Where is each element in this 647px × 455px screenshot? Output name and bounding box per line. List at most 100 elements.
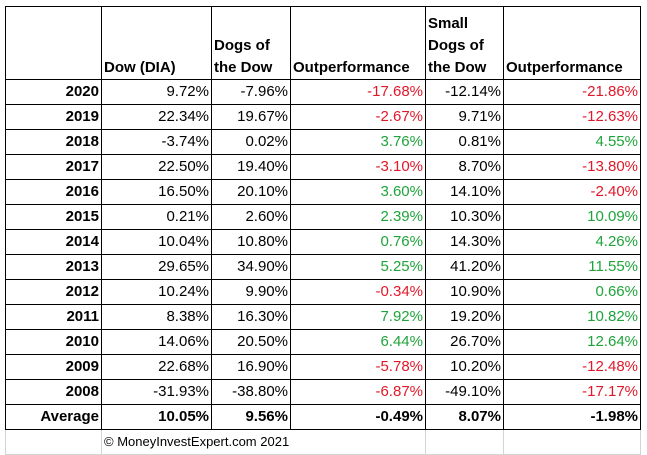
dogs-return-cell: 2.60% — [211, 204, 291, 230]
table-row: 2012 10.24% 9.90% -0.34% 10.90% 0.66% — [5, 279, 641, 305]
average-label: Average — [5, 404, 102, 430]
dogs-header: Dogs of the Dow — [211, 6, 291, 80]
dogs-return-cell: 16.30% — [211, 304, 291, 330]
table-row: 2008 -31.93% -38.80% -6.87% -49.10% -17.17% — [5, 379, 641, 405]
header-line: Dogs of — [214, 37, 270, 54]
dogs-return-cell: 20.10% — [211, 179, 291, 205]
small-dogs-header: Small Dogs of the Dow — [425, 6, 504, 80]
spreadsheet: Dow (DIA) Dogs of the Dow Outperformance Sma… — [5, 6, 641, 455]
outperformance-cell: 5.25% — [290, 254, 426, 280]
small-outperformance-cell: -12.48% — [503, 354, 641, 380]
small-outperformance-cell: -17.17% — [503, 379, 641, 405]
year-cell: 2019 — [5, 104, 102, 130]
table-row: 2016 16.50% 20.10% 3.60% 14.10% -2.40% — [5, 179, 641, 205]
dow-return-cell: 9.72% — [101, 79, 212, 105]
dogs-return-cell: 0.02% — [211, 129, 291, 155]
year-cell: 2016 — [5, 179, 102, 205]
header-line: the Dow — [214, 59, 273, 76]
outperformance-header: Outperformance — [290, 6, 426, 80]
small-outperformance-cell: 10.82% — [503, 304, 641, 330]
small-outperformance-cell: -12.63% — [503, 104, 641, 130]
small-dogs-return-cell: 10.30% — [425, 204, 504, 230]
year-col-header — [5, 6, 102, 80]
small-outperformance-cell: -21.86% — [503, 79, 641, 105]
year-cell: 2008 — [5, 379, 102, 405]
outperformance-cell: -2.67% — [290, 104, 426, 130]
dogs-return-cell: -7.96% — [211, 79, 291, 105]
header-line: the Dow — [428, 59, 487, 76]
dogs-return-cell: 34.90% — [211, 254, 291, 280]
year-cell: 2013 — [5, 254, 102, 280]
header-line: Dow (DIA) — [104, 59, 176, 76]
small-dogs-return-cell: 14.10% — [425, 179, 504, 205]
table-row: 2015 0.21% 2.60% 2.39% 10.30% 10.09% — [5, 204, 641, 230]
average-row: Average 10.05% 9.56% -0.49% 8.07% -1.98% — [5, 404, 641, 430]
outperformance-cell: 6.44% — [290, 329, 426, 355]
small-dogs-return-cell: 19.20% — [425, 304, 504, 330]
year-cell: 2015 — [5, 204, 102, 230]
dogs-return-cell: 10.80% — [211, 229, 291, 255]
dogs-return-cell: 20.50% — [211, 329, 291, 355]
table-row: 2014 10.04% 10.80% 0.76% 14.30% 4.26% — [5, 229, 641, 255]
average-small-dogs: 8.07% — [425, 404, 504, 430]
dow-return-cell: 14.06% — [101, 329, 212, 355]
header-line: Outperformance — [293, 59, 410, 76]
dow-return-cell: 22.50% — [101, 154, 212, 180]
outperformance-cell: 7.92% — [290, 304, 426, 330]
year-cell: 2012 — [5, 279, 102, 305]
dogs-of-the-dow-table: Dow (DIA) Dogs of the Dow Outperformance Sma… — [5, 6, 641, 455]
header-line: Small — [428, 15, 469, 32]
small-dogs-return-cell: 10.90% — [425, 279, 504, 305]
outperformance-cell: -5.78% — [290, 354, 426, 380]
year-cell: 2010 — [5, 329, 102, 355]
dogs-return-cell: 19.40% — [211, 154, 291, 180]
outperformance-cell: 2.39% — [290, 204, 426, 230]
dogs-return-cell: 16.90% — [211, 354, 291, 380]
copyright-text: © MoneyInvestExpert.com 2021 — [101, 429, 426, 455]
dow-return-cell: 10.24% — [101, 279, 212, 305]
year-cell: 2018 — [5, 129, 102, 155]
small-outperformance-cell: -2.40% — [503, 179, 641, 205]
outperformance-cell: -0.34% — [290, 279, 426, 305]
outperformance-cell: 0.76% — [290, 229, 426, 255]
dow-return-cell: 10.04% — [101, 229, 212, 255]
average-small-outperformance: -1.98% — [503, 404, 641, 430]
dow-return-cell: 22.34% — [101, 104, 212, 130]
footer-cell — [503, 429, 641, 455]
dow-return-cell: -31.93% — [101, 379, 212, 405]
average-dow: 10.05% — [101, 404, 212, 430]
footer-spacer — [5, 429, 102, 455]
outperformance-cell: 3.60% — [290, 179, 426, 205]
table-row: 2011 8.38% 16.30% 7.92% 19.20% 10.82% — [5, 304, 641, 330]
small-dogs-return-cell: 26.70% — [425, 329, 504, 355]
small-dogs-return-cell: 8.70% — [425, 154, 504, 180]
small-outperformance-cell: 12.64% — [503, 329, 641, 355]
outperformance-cell: -3.10% — [290, 154, 426, 180]
small-dogs-return-cell: 9.71% — [425, 104, 504, 130]
small-outperformance-cell: -13.80% — [503, 154, 641, 180]
table-row: 2020 9.72% -7.96% -17.68% -12.14% -21.86% — [5, 79, 641, 105]
dow-header: Dow (DIA) — [101, 6, 212, 80]
dow-return-cell: 16.50% — [101, 179, 212, 205]
small-dogs-return-cell: 41.20% — [425, 254, 504, 280]
dogs-return-cell: 19.67% — [211, 104, 291, 130]
small-dogs-return-cell: -12.14% — [425, 79, 504, 105]
small-outperformance-cell: 10.09% — [503, 204, 641, 230]
dogs-return-cell: -38.80% — [211, 379, 291, 405]
outperformance-cell: 3.76% — [290, 129, 426, 155]
dow-return-cell: 0.21% — [101, 204, 212, 230]
table-row: 2019 22.34% 19.67% -2.67% 9.71% -12.63% — [5, 104, 641, 130]
table-row: 2010 14.06% 20.50% 6.44% 26.70% 12.64% — [5, 329, 641, 355]
footer-cell — [425, 429, 504, 455]
dow-return-cell: 22.68% — [101, 354, 212, 380]
small-dogs-return-cell: 0.81% — [425, 129, 504, 155]
table-row: 2018 -3.74% 0.02% 3.76% 0.81% 4.55% — [5, 129, 641, 155]
year-cell: 2020 — [5, 79, 102, 105]
small-dogs-return-cell: 10.20% — [425, 354, 504, 380]
header-line: Outperformance — [506, 59, 623, 76]
dow-return-cell: 8.38% — [101, 304, 212, 330]
year-cell: 2009 — [5, 354, 102, 380]
table-row: 2009 22.68% 16.90% -5.78% 10.20% -12.48% — [5, 354, 641, 380]
year-cell: 2014 — [5, 229, 102, 255]
small-dogs-return-cell: 14.30% — [425, 229, 504, 255]
